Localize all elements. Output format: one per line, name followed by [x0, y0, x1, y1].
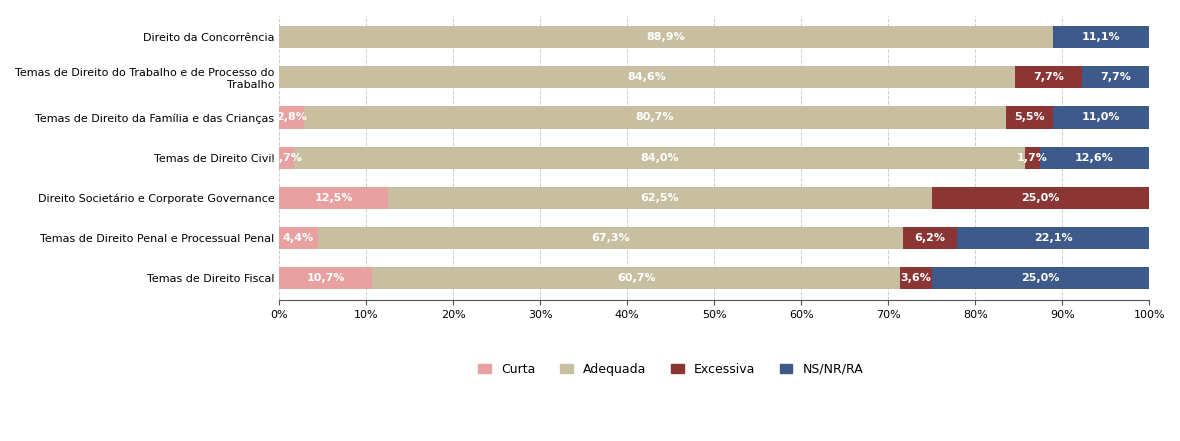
- Text: 11,0%: 11,0%: [1082, 112, 1121, 123]
- Text: 67,3%: 67,3%: [591, 233, 630, 243]
- Bar: [280, 267, 373, 289]
- Bar: [1024, 146, 1040, 169]
- Text: 11,1%: 11,1%: [1082, 32, 1120, 42]
- Bar: [280, 227, 317, 249]
- Text: 12,5%: 12,5%: [314, 193, 353, 203]
- Bar: [932, 187, 1149, 209]
- Bar: [900, 267, 932, 289]
- Bar: [957, 227, 1149, 249]
- Bar: [1054, 106, 1149, 128]
- Text: 7,7%: 7,7%: [1034, 72, 1064, 82]
- Text: 3,6%: 3,6%: [900, 273, 931, 283]
- Text: 80,7%: 80,7%: [635, 112, 674, 123]
- Text: 62,5%: 62,5%: [641, 193, 680, 203]
- Text: 25,0%: 25,0%: [1021, 193, 1060, 203]
- Bar: [294, 146, 1024, 169]
- Text: 7,7%: 7,7%: [1100, 72, 1132, 82]
- Bar: [280, 106, 303, 128]
- Bar: [373, 267, 900, 289]
- Bar: [280, 26, 1053, 48]
- Text: 6,2%: 6,2%: [914, 233, 945, 243]
- Text: 5,5%: 5,5%: [1015, 112, 1044, 123]
- Text: 4,4%: 4,4%: [283, 233, 314, 243]
- Bar: [1082, 66, 1149, 88]
- Bar: [932, 267, 1149, 289]
- Bar: [1040, 146, 1149, 169]
- Bar: [303, 106, 1005, 128]
- Bar: [280, 66, 1015, 88]
- Text: 88,9%: 88,9%: [647, 32, 686, 42]
- Bar: [1015, 66, 1082, 88]
- Text: 84,0%: 84,0%: [640, 153, 678, 163]
- Bar: [280, 146, 294, 169]
- Text: 60,7%: 60,7%: [617, 273, 656, 283]
- Text: 84,6%: 84,6%: [628, 72, 667, 82]
- Text: 25,0%: 25,0%: [1021, 273, 1060, 283]
- Bar: [388, 187, 932, 209]
- Text: 2,8%: 2,8%: [276, 112, 307, 123]
- Bar: [1053, 26, 1149, 48]
- Text: 1,7%: 1,7%: [1017, 153, 1048, 163]
- Bar: [1005, 106, 1054, 128]
- Bar: [280, 187, 388, 209]
- Bar: [903, 227, 957, 249]
- Text: 12,6%: 12,6%: [1075, 153, 1114, 163]
- Text: 22,1%: 22,1%: [1034, 233, 1073, 243]
- Legend: Curta, Adequada, Excessiva, NS/NR/RA: Curta, Adequada, Excessiva, NS/NR/RA: [473, 358, 868, 381]
- Text: 10,7%: 10,7%: [307, 273, 345, 283]
- Bar: [317, 227, 903, 249]
- Text: 1,7%: 1,7%: [271, 153, 302, 163]
